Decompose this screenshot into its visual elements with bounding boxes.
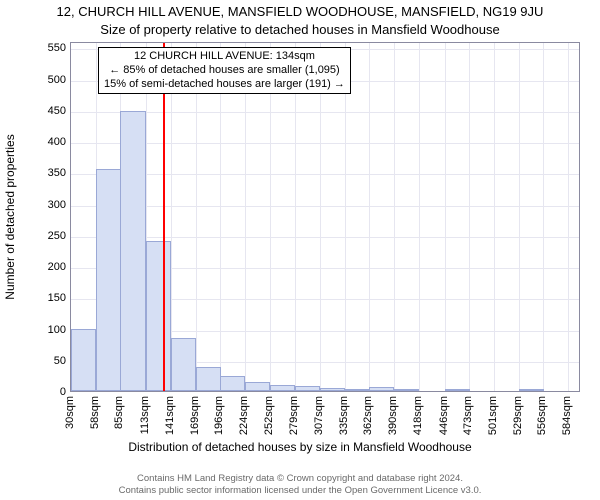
grid-line-v (469, 43, 470, 391)
histogram-bar (196, 367, 221, 391)
y-tick-label: 450 (26, 105, 66, 117)
histogram-bar (295, 386, 320, 391)
chart-title-sub: Size of property relative to detached ho… (0, 22, 600, 37)
y-tick-label: 200 (26, 261, 66, 273)
x-tick-label: 446sqm (438, 396, 450, 435)
grid-line-v (196, 43, 197, 391)
footer-line-2: Contains public sector information licen… (0, 485, 600, 496)
x-tick-label: 58sqm (89, 396, 101, 429)
grid-line-h (71, 174, 579, 175)
x-tick-label: 30sqm (64, 396, 76, 429)
grid-line-v (245, 43, 246, 391)
footer-attribution: Contains HM Land Registry data © Crown c… (0, 473, 600, 496)
y-tick-label: 350 (26, 167, 66, 179)
y-tick-label: 250 (26, 230, 66, 242)
grid-line-h (71, 112, 579, 113)
x-tick-label: 196sqm (213, 396, 225, 435)
y-tick-label: 0 (26, 386, 66, 398)
annotation-line-1: 12 CHURCH HILL AVENUE: 134sqm (104, 50, 345, 64)
annotation-box: 12 CHURCH HILL AVENUE: 134sqm ← 85% of d… (98, 47, 351, 94)
grid-line-v (543, 43, 544, 391)
x-tick-label: 252sqm (263, 396, 275, 435)
y-tick-label: 300 (26, 199, 66, 211)
histogram-bar (519, 389, 544, 391)
x-tick-label: 113sqm (139, 396, 151, 434)
grid-line-v (220, 43, 221, 391)
x-tick-label: 169sqm (189, 396, 201, 435)
x-tick-label: 307sqm (313, 396, 325, 435)
grid-line-h (71, 237, 579, 238)
y-tick-label: 150 (26, 292, 66, 304)
grid-line-v (519, 43, 520, 391)
plot-area (70, 42, 580, 392)
grid-line-v (419, 43, 420, 391)
histogram-bar (96, 169, 121, 391)
grid-line-v (345, 43, 346, 391)
x-tick-label: 224sqm (238, 396, 250, 435)
histogram-bar (71, 329, 96, 392)
grid-line-h (71, 206, 579, 207)
x-tick-label: 501sqm (487, 396, 499, 435)
x-tick-label: 279sqm (288, 396, 300, 435)
histogram-bar (394, 389, 419, 391)
x-tick-label: 584sqm (561, 396, 573, 435)
grid-line-h (71, 143, 579, 144)
annotation-line-3: 15% of semi-detached houses are larger (… (104, 78, 345, 92)
y-tick-label: 550 (26, 42, 66, 54)
annotation-line-2: ← 85% of detached houses are smaller (1,… (104, 64, 345, 78)
histogram-bar (245, 382, 270, 391)
grid-line-v (445, 43, 446, 391)
y-tick-label: 100 (26, 324, 66, 336)
histogram-bar (445, 389, 470, 391)
grid-line-v (270, 43, 271, 391)
histogram-bar (345, 389, 370, 391)
chart-container: 12, CHURCH HILL AVENUE, MANSFIELD WOODHO… (0, 0, 600, 500)
reference-line (163, 43, 165, 391)
x-tick-label: 556sqm (536, 396, 548, 435)
histogram-bar (220, 376, 245, 391)
x-tick-label: 85sqm (113, 396, 125, 429)
y-tick-label: 400 (26, 136, 66, 148)
x-tick-label: 529sqm (512, 396, 524, 435)
x-tick-label: 141sqm (164, 396, 176, 435)
grid-line-v (369, 43, 370, 391)
chart-title-main: 12, CHURCH HILL AVENUE, MANSFIELD WOODHO… (0, 4, 600, 19)
x-tick-label: 418sqm (412, 396, 424, 435)
x-tick-label: 390sqm (387, 396, 399, 435)
grid-line-v (494, 43, 495, 391)
x-tick-label: 362sqm (362, 396, 374, 435)
x-tick-label: 473sqm (462, 396, 474, 435)
x-axis-label: Distribution of detached houses by size … (0, 440, 600, 454)
grid-line-v (394, 43, 395, 391)
y-axis-label: Number of detached properties (3, 134, 17, 299)
histogram-bar (320, 388, 345, 391)
footer-line-1: Contains HM Land Registry data © Crown c… (0, 473, 600, 484)
y-tick-label: 500 (26, 74, 66, 86)
grid-line-v (295, 43, 296, 391)
histogram-bar (270, 385, 295, 391)
histogram-bar (369, 387, 394, 391)
grid-line-v (568, 43, 569, 391)
histogram-bar (171, 338, 196, 391)
grid-line-v (320, 43, 321, 391)
histogram-bar (120, 111, 145, 391)
y-tick-label: 50 (26, 355, 66, 367)
histogram-bar (146, 241, 171, 391)
x-tick-label: 335sqm (338, 396, 350, 435)
